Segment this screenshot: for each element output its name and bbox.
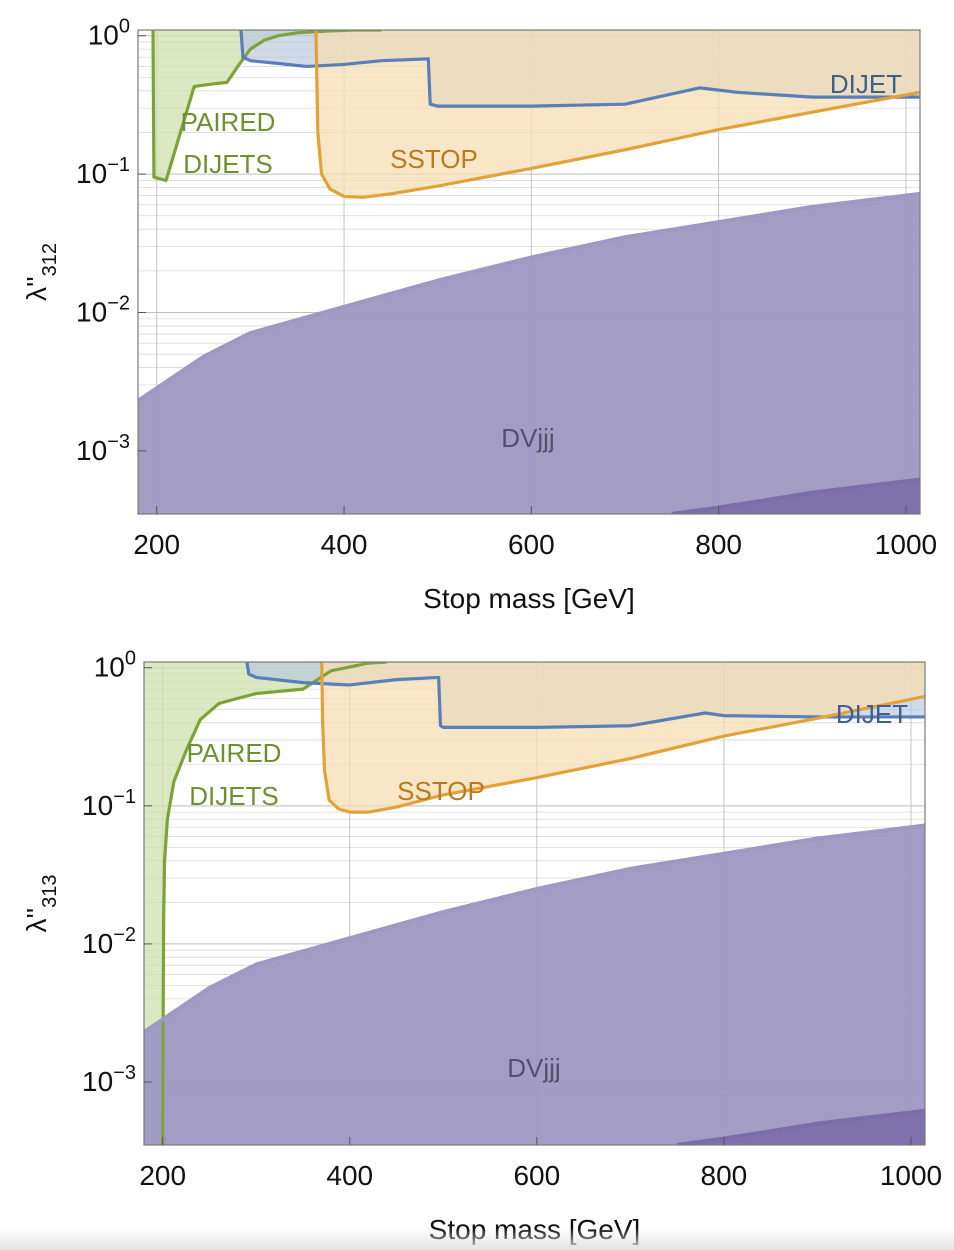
- y-tick-label: 10−3: [76, 431, 130, 466]
- x-axis-label: Stop mass [GeV]: [429, 1214, 641, 1245]
- y-tick-label: 10−3: [82, 1062, 136, 1097]
- region-dvjjj-inner-boundary: [671, 477, 920, 514]
- region-label-sstop: SSTOP: [397, 776, 485, 806]
- y-tick-label: 100: [94, 648, 136, 683]
- x-tick-label: 400: [326, 1160, 373, 1191]
- region-paired-dijets-fill: [144, 662, 388, 1145]
- x-tick-label: 600: [508, 529, 555, 560]
- chart-panel-2: 200 400 600 800 1000 100 10−1 10−2 10−3 Stop mass…: [21, 648, 942, 1245]
- region-label-sstop: SSTOP: [390, 144, 478, 174]
- x-tick-label: 600: [513, 1160, 560, 1191]
- x-tick-label: 200: [133, 529, 180, 560]
- region-label-dvjjj: DVjjj: [501, 423, 554, 453]
- region-label-dijet: DIJET: [836, 699, 908, 729]
- regions: [138, 30, 920, 514]
- y-axis-label: λ''313: [21, 874, 61, 932]
- region-dvjjj-fill: [138, 193, 920, 514]
- plot-frame: [143, 661, 926, 1146]
- region-dvjjj-boundary: [144, 823, 925, 1034]
- x-tick-label: 800: [695, 529, 742, 560]
- region-label-paired-dijets: PAIRED: [181, 107, 276, 137]
- region-dvjjj-inner-boundary: [676, 1108, 925, 1145]
- region-paired-dijets-boundary: [161, 662, 388, 1145]
- chart-panel-1: 200 400 600 800 1000 100 10−1 10−2 10−3 Stop mass…: [21, 16, 937, 614]
- x-axis-label: Stop mass [GeV]: [423, 583, 635, 614]
- region-label-dijet: DIJET: [830, 69, 902, 99]
- region-label-paired-dijets: DIJETS: [189, 781, 279, 811]
- region-sstop-fill: [321, 662, 925, 813]
- region-paired-dijets-fill: [152, 30, 382, 181]
- y-tick-label: 10−2: [82, 924, 136, 959]
- x-tick-label: 200: [139, 1160, 186, 1191]
- x-tick-label: 800: [701, 1160, 748, 1191]
- y-axis-label: λ''312: [21, 243, 61, 301]
- x-tick-label: 400: [321, 529, 368, 560]
- region-dvjjj-boundary: [138, 191, 920, 403]
- y-tick-label: 10−2: [76, 293, 130, 328]
- region-dijet-boundary: [239, 30, 920, 108]
- y-tick-label: 10−1: [76, 154, 130, 189]
- region-sstop-boundary: [320, 662, 925, 814]
- region-label-paired-dijets: PAIRED: [187, 738, 282, 768]
- region-dvjjj-fill: [144, 825, 925, 1145]
- regions: [144, 662, 925, 1145]
- region-label-paired-dijets: DIJETS: [183, 149, 273, 179]
- region-sstop-boundary: [314, 30, 920, 199]
- y-tick-label: 100: [88, 16, 130, 51]
- region-dijet-boundary: [245, 662, 925, 729]
- y-tick-label: 10−1: [82, 786, 136, 821]
- x-tick-label: 1000: [880, 1160, 942, 1191]
- plot-frame: [137, 29, 921, 515]
- region-label-dvjjj: DVjjj: [507, 1053, 560, 1083]
- x-tick-label: 1000: [875, 529, 937, 560]
- region-sstop-fill: [315, 30, 920, 198]
